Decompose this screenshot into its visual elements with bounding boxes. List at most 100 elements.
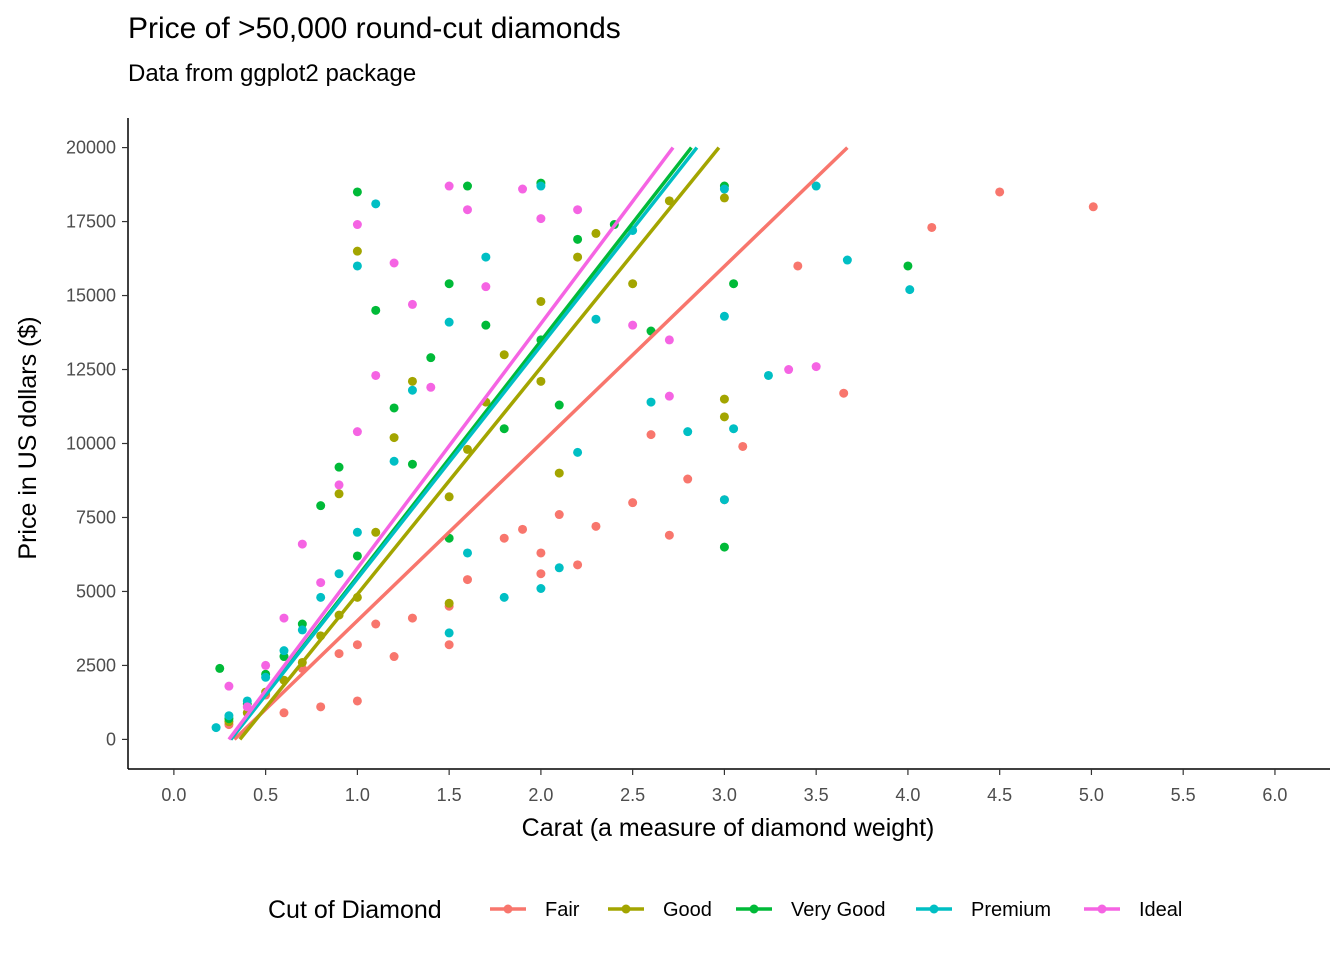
series-premium <box>211 181 915 733</box>
data-marks <box>211 178 1098 733</box>
legend-key-point <box>1097 904 1107 914</box>
data-point-ideal <box>518 184 528 194</box>
legend-label: Premium <box>971 899 1051 921</box>
data-point-fair <box>839 388 849 398</box>
data-point-premium <box>352 261 362 271</box>
data-point-premium <box>224 711 234 721</box>
data-point-fair <box>407 613 417 623</box>
data-point-fair <box>927 222 937 232</box>
data-point-very-good <box>352 187 362 197</box>
legend-item-good: Good <box>608 899 712 921</box>
y-tick-label: 0 <box>106 729 116 749</box>
data-point-premium <box>316 592 326 602</box>
trend-line-ideal <box>227 146 675 741</box>
data-point-very-good <box>334 462 344 472</box>
legend-label: Very Good <box>791 899 886 921</box>
data-point-good <box>444 492 454 502</box>
data-point-good <box>719 412 729 422</box>
legend-label: Good <box>663 899 712 921</box>
x-tick-label: 1.0 <box>345 785 370 805</box>
data-point-premium <box>905 285 915 295</box>
x-tick-label: 1.5 <box>437 785 462 805</box>
data-point-premium <box>211 723 221 733</box>
x-axis-ticks: 0.0 0.5 1.0 1.5 2.0 2.5 3.0 3.5 4.0 4.5 5.0 5.5 6.0 <box>161 769 1287 805</box>
x-tick-label: 2.0 <box>528 785 553 805</box>
x-tick-label: 2.5 <box>620 785 645 805</box>
data-point-premium <box>719 495 729 505</box>
trend-line-premium <box>229 146 699 741</box>
legend-label: Ideal <box>1139 899 1182 921</box>
data-point-premium <box>297 625 307 635</box>
data-point-ideal <box>426 382 436 392</box>
legend-key-point <box>503 904 513 914</box>
data-point-ideal <box>297 539 307 549</box>
data-point-good <box>536 296 546 306</box>
data-point-premium <box>729 424 739 434</box>
data-point-premium <box>371 199 381 209</box>
data-point-premium <box>554 563 564 573</box>
y-axis-ticks: 0 2500 5000 7500 10000 12500 15000 17500 20000 <box>66 138 128 749</box>
data-point-ideal <box>389 258 399 268</box>
data-point-premium <box>683 427 693 437</box>
data-point-fair <box>499 533 509 543</box>
data-point-ideal <box>628 320 638 330</box>
data-point-fair <box>573 560 583 570</box>
data-point-ideal <box>352 427 362 437</box>
data-point-very-good <box>352 551 362 561</box>
y-tick-label: 10000 <box>66 434 116 454</box>
x-tick-label: 3.5 <box>804 785 829 805</box>
legend-label: Fair <box>545 899 580 921</box>
x-axis-title: Carat (a measure of diamond weight) <box>522 814 935 842</box>
data-point-very-good <box>316 501 326 511</box>
data-point-good <box>371 527 381 537</box>
data-point-ideal <box>371 370 381 380</box>
series-ideal <box>224 181 821 712</box>
data-point-good <box>719 394 729 404</box>
data-point-very-good <box>729 279 739 289</box>
y-tick-label: 2500 <box>76 655 116 675</box>
trend-line-good <box>238 146 721 741</box>
x-tick-label: 0.5 <box>253 785 278 805</box>
data-point-ideal <box>261 660 271 670</box>
data-point-good <box>554 468 564 478</box>
data-point-good <box>664 196 674 206</box>
data-point-ideal <box>279 613 289 623</box>
data-point-ideal <box>444 181 454 191</box>
data-point-premium <box>536 583 546 593</box>
data-point-good <box>462 444 472 454</box>
data-point-fair <box>352 640 362 650</box>
data-point-premium <box>462 548 472 558</box>
data-point-premium <box>591 314 601 324</box>
data-point-ideal <box>664 391 674 401</box>
data-point-fair <box>371 619 381 629</box>
data-point-fair <box>1088 202 1098 212</box>
data-point-premium <box>279 646 289 656</box>
legend-item-premium: Premium <box>916 899 1051 921</box>
data-point-ideal <box>811 362 821 372</box>
data-point-fair <box>683 474 693 484</box>
data-point-premium <box>352 527 362 537</box>
data-point-fair <box>536 569 546 579</box>
legend-key-point <box>749 904 759 914</box>
data-point-fair <box>536 548 546 558</box>
data-point-good <box>573 252 583 262</box>
trend-lines <box>227 146 849 741</box>
data-point-fair <box>352 696 362 706</box>
data-point-ideal <box>536 214 546 224</box>
data-point-fair <box>554 510 564 520</box>
data-point-premium <box>444 628 454 638</box>
data-point-good <box>499 350 509 360</box>
data-point-premium <box>842 255 852 265</box>
data-point-very-good <box>426 353 436 363</box>
data-point-fair <box>334 649 344 659</box>
data-point-premium <box>444 317 454 327</box>
x-tick-label: 4.0 <box>895 785 920 805</box>
data-point-good <box>407 376 417 386</box>
data-point-premium <box>573 447 583 457</box>
data-point-fair <box>444 640 454 650</box>
data-point-very-good <box>573 234 583 244</box>
y-tick-label: 20000 <box>66 138 116 158</box>
data-point-very-good <box>389 403 399 413</box>
data-point-premium <box>499 592 509 602</box>
